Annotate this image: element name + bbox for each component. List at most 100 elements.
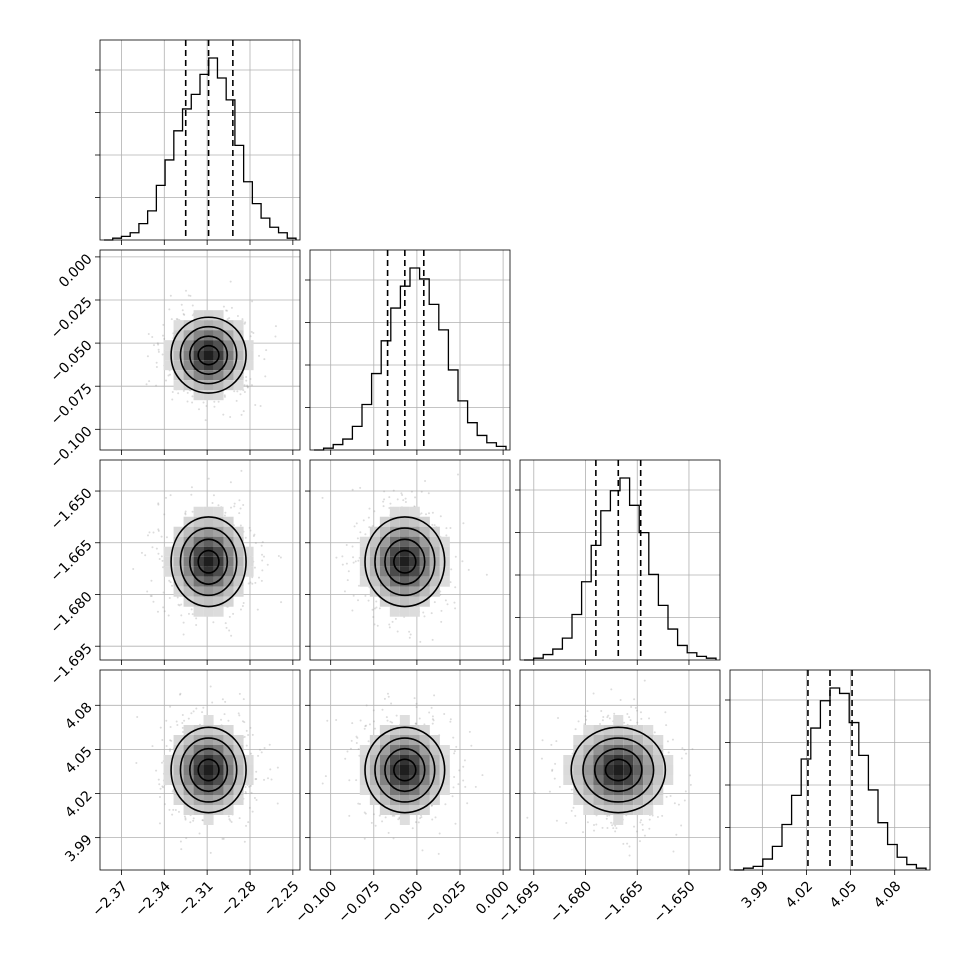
density-cell [573, 765, 584, 775]
density-cell [173, 785, 184, 795]
density-cell [399, 536, 410, 547]
density-cell [379, 785, 390, 795]
sample-point [455, 745, 458, 748]
density-cell [213, 725, 224, 735]
density-cell [563, 765, 574, 775]
sample-point [607, 714, 610, 717]
sample-point [428, 711, 431, 714]
density-cell [583, 805, 594, 815]
density-cell [379, 536, 390, 547]
density-cell [183, 795, 194, 805]
sample-point [177, 392, 180, 395]
sample-point [445, 527, 448, 530]
density-cell [399, 586, 410, 597]
sample-point [592, 692, 595, 695]
density-cell [203, 546, 214, 557]
density-cell [399, 785, 410, 795]
sample-point [613, 712, 616, 715]
density-cell [203, 725, 214, 735]
density-cell [243, 546, 254, 557]
sample-point [254, 404, 257, 407]
sample-point [170, 318, 173, 321]
sample-point [454, 555, 457, 558]
density-cell [369, 755, 380, 765]
sample-point [400, 492, 403, 495]
density-cell [379, 526, 390, 537]
density-cell [173, 546, 184, 557]
x-tick-label: −1.665 [599, 878, 647, 926]
sample-point [257, 754, 260, 757]
density-cell [213, 310, 224, 321]
sample-point [221, 837, 224, 840]
sample-point [467, 568, 470, 571]
density-cell [399, 735, 410, 745]
sample-point [464, 785, 467, 788]
sample-point [151, 745, 154, 748]
density-cell [389, 556, 400, 567]
sample-point [431, 523, 434, 526]
sample-point [227, 719, 230, 722]
sample-point [260, 544, 263, 547]
sample-point [179, 840, 182, 843]
density-cell [359, 566, 370, 577]
sample-point [165, 719, 168, 722]
sample-point [449, 526, 452, 529]
y-tick-label: 4.08 [62, 700, 95, 733]
density-cell [643, 755, 654, 765]
sample-point [211, 501, 214, 504]
sample-point [192, 710, 195, 713]
sample-point [198, 832, 201, 835]
sample-point [643, 679, 646, 682]
density-cell [379, 775, 390, 785]
sample-point [420, 816, 423, 819]
sample-point [430, 804, 433, 807]
sample-point [146, 590, 149, 593]
sample-point [586, 821, 589, 824]
density-cell [203, 320, 214, 331]
sample-point [392, 489, 395, 492]
sample-point [246, 384, 249, 387]
sample-point [585, 718, 588, 721]
density-cell [183, 805, 194, 815]
density-cell [573, 775, 584, 785]
sample-point [371, 608, 374, 611]
x-tick-label: −0.025 [422, 878, 470, 926]
density-cell [183, 576, 194, 587]
sample-point [181, 309, 184, 312]
sample-point [238, 512, 241, 515]
density-cell [193, 596, 204, 607]
density-cell [183, 775, 194, 785]
sample-point [229, 280, 232, 283]
sample-point [636, 721, 639, 724]
sample-point [245, 824, 248, 827]
density-cell [243, 360, 254, 371]
density-cell [223, 745, 234, 755]
sample-point [205, 404, 208, 407]
density-cell [203, 370, 214, 381]
sample-point [144, 554, 147, 557]
density-cell [643, 795, 654, 805]
density-cell [223, 775, 234, 785]
density-cell [389, 785, 400, 795]
sample-point [233, 502, 236, 505]
density-cell [193, 390, 204, 401]
sample-point [408, 636, 411, 639]
sample-point [324, 775, 327, 778]
sample-point [382, 500, 385, 503]
sample-point [244, 790, 247, 793]
sample-point [176, 724, 179, 727]
sample-point [274, 335, 277, 338]
sample-point [155, 366, 158, 369]
density-cell [223, 596, 234, 607]
density-cell [399, 606, 410, 617]
sample-point [571, 752, 574, 755]
density-contour [570, 726, 667, 814]
density-cell [593, 785, 604, 795]
density-contour [189, 538, 229, 585]
sample-point [238, 692, 241, 695]
sample-point [372, 813, 375, 816]
sample-point [225, 309, 228, 312]
x-tick-label: 4.05 [827, 878, 860, 911]
sample-point [172, 808, 175, 811]
sample-point [228, 317, 231, 320]
